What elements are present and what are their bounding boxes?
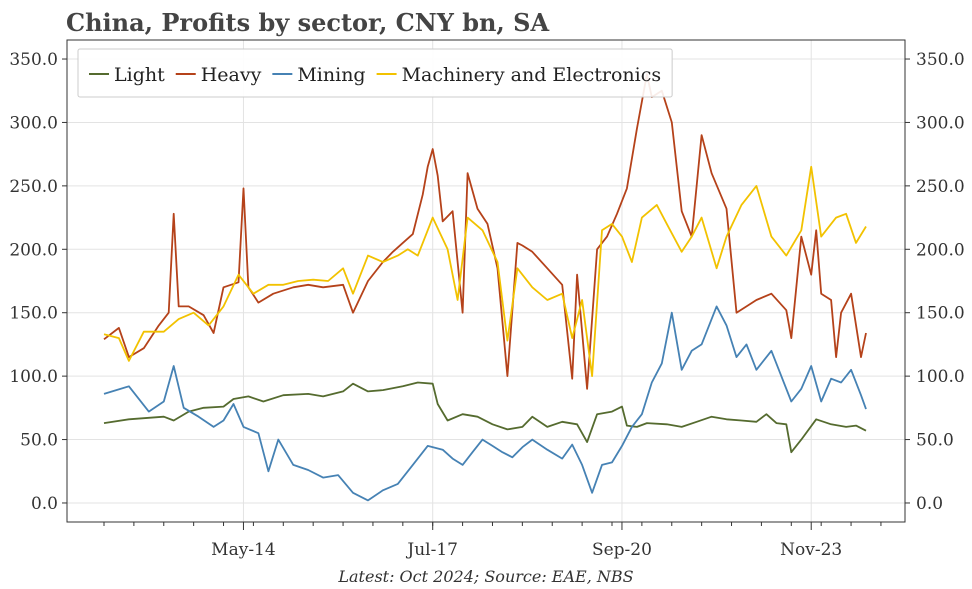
legend-label: Light bbox=[114, 64, 165, 86]
source-note: Latest: Oct 2024; Source: EAE, NBS bbox=[337, 567, 633, 586]
x-tick-label: Nov-23 bbox=[780, 540, 842, 560]
y-tick-label-right: 150.0 bbox=[916, 304, 965, 324]
x-tick-label: May-14 bbox=[211, 540, 276, 560]
y-tick-label-right: 300.0 bbox=[916, 113, 965, 133]
x-tick-label: Jul-17 bbox=[405, 540, 458, 560]
y-tick-label-left: 350.0 bbox=[9, 50, 58, 70]
legend: Light Heavy Mining Machinery and Electronic… bbox=[77, 48, 673, 98]
series-line-mining bbox=[103, 305, 867, 502]
chart-title: China, Profits by sector, CNY bn, SA bbox=[66, 8, 549, 37]
y-tick-label-right: 350.0 bbox=[916, 50, 965, 70]
gridlines bbox=[67, 40, 905, 522]
legend-label: Heavy bbox=[201, 64, 262, 86]
legend-label: Machinery and Electronics bbox=[402, 64, 662, 86]
y-tick-label-right: 200.0 bbox=[916, 240, 965, 260]
y-tick-label-left: 0.0 bbox=[31, 494, 58, 514]
y-tick-label-right: 50.0 bbox=[916, 431, 954, 451]
series-line-heavy bbox=[103, 73, 867, 390]
y-tick-label-left: 100.0 bbox=[9, 367, 58, 387]
legend-box bbox=[77, 48, 673, 98]
y-tick-label-left: 300.0 bbox=[9, 113, 58, 133]
series-lines bbox=[103, 73, 867, 502]
y-tick-label-left: 150.0 bbox=[9, 304, 58, 324]
y-tick-label-left: 50.0 bbox=[20, 431, 58, 451]
axis-ticks: 0.0 0.0 50.0 50.0 100.0 100.0 150.0 150.0 200.0 2… bbox=[9, 50, 964, 560]
series-line-machinery-and-electronics bbox=[103, 165, 867, 377]
y-tick-label-left: 250.0 bbox=[9, 177, 58, 197]
y-tick-label-right: 250.0 bbox=[916, 177, 965, 197]
x-tick-label: Sep-20 bbox=[592, 540, 652, 560]
legend-label: Mining bbox=[297, 64, 365, 86]
y-tick-label-left: 200.0 bbox=[9, 240, 58, 260]
series-line-light bbox=[103, 381, 867, 454]
plot-frame bbox=[66, 39, 906, 523]
y-tick-label-right: 100.0 bbox=[916, 367, 965, 387]
y-tick-label-right: 0.0 bbox=[916, 494, 943, 514]
